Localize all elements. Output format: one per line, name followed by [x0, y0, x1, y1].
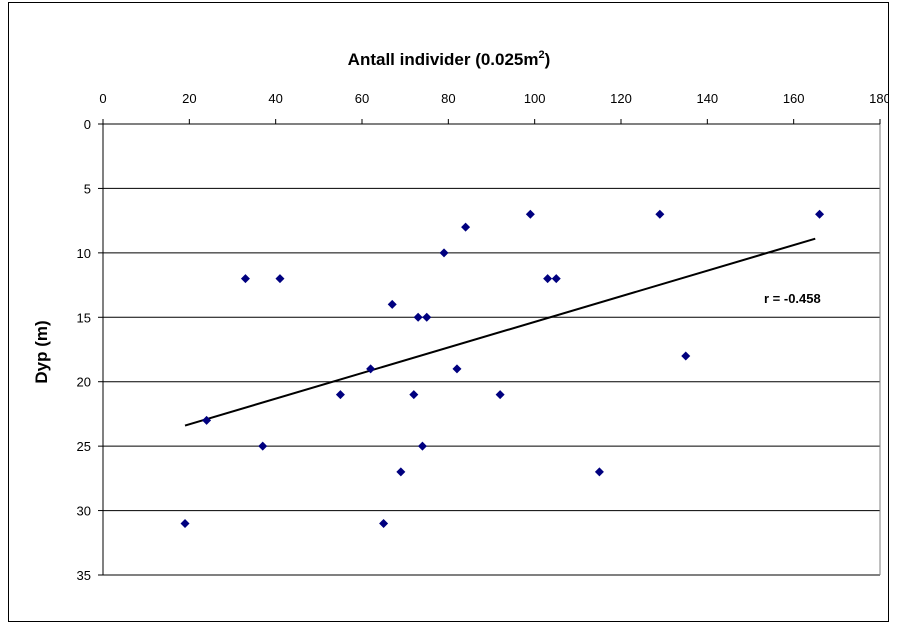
data-point-23 [180, 518, 190, 528]
data-point-8 [551, 274, 561, 284]
data-point-12 [681, 351, 691, 361]
data-point-6 [275, 274, 285, 284]
chart-frame: 0 20 40 60 80 100 120 140 160 180 0 5 10 15 20 25 30 35 A… [8, 2, 889, 622]
y-tick-label-15: 15 [77, 310, 91, 325]
axes [98, 119, 881, 576]
y-tick-label-35: 35 [77, 568, 91, 583]
x-tick-label-180: 180 [869, 91, 888, 106]
data-point-13 [366, 364, 376, 374]
data-point-7 [543, 274, 553, 284]
y-tick-label-20: 20 [77, 375, 91, 390]
correlation-annotation: r = -0.458 [764, 291, 821, 306]
scatter-chart: 0 20 40 60 80 100 120 140 160 180 0 5 10 15 20 25 30 35 A… [32, 49, 888, 583]
trendline [184, 237, 816, 427]
x-tick-label-120: 120 [610, 91, 632, 106]
data-point-5 [240, 274, 250, 284]
y-tick-label-30: 30 [77, 504, 91, 519]
x-tick-label-20: 20 [182, 91, 196, 106]
data-point-18 [202, 415, 212, 425]
data-point-21 [396, 467, 406, 477]
data-point-20 [417, 441, 427, 451]
y-tick-label-10: 10 [77, 246, 91, 261]
y-axis-label: Dyp (m) [32, 320, 51, 383]
data-point-16 [409, 390, 419, 400]
gridlines [103, 124, 881, 576]
y-tick-label-5: 5 [84, 181, 91, 196]
x-tick-label-140: 140 [696, 91, 718, 106]
data-point-15 [335, 390, 345, 400]
data-point-22 [594, 467, 604, 477]
data-point-9 [387, 299, 397, 309]
x-tick-label-40: 40 [268, 91, 282, 106]
data-points [180, 209, 825, 528]
x-tick-label-0: 0 [99, 91, 106, 106]
data-point-24 [379, 518, 389, 528]
data-point-11 [422, 312, 432, 322]
x-tick-label-80: 80 [441, 91, 455, 106]
y-tick-label-0: 0 [84, 117, 91, 132]
x-tick-label-100: 100 [524, 91, 546, 106]
data-point-4 [439, 248, 449, 258]
data-point-10 [413, 312, 423, 322]
data-point-17 [495, 390, 505, 400]
data-point-2 [815, 209, 825, 219]
tick-labels: 0 20 40 60 80 100 120 140 160 180 0 5 10 15 20 25 30 35 [77, 91, 888, 583]
x-tick-label-60: 60 [355, 91, 369, 106]
data-point-1 [655, 209, 665, 219]
chart-title: Antall individer (0.025m2) [348, 49, 551, 69]
data-point-19 [258, 441, 268, 451]
y-tick-label-25: 25 [77, 439, 91, 454]
data-point-3 [461, 222, 471, 232]
x-tick-label-160: 160 [783, 91, 805, 106]
data-point-14 [452, 364, 462, 374]
data-point-0 [525, 209, 535, 219]
